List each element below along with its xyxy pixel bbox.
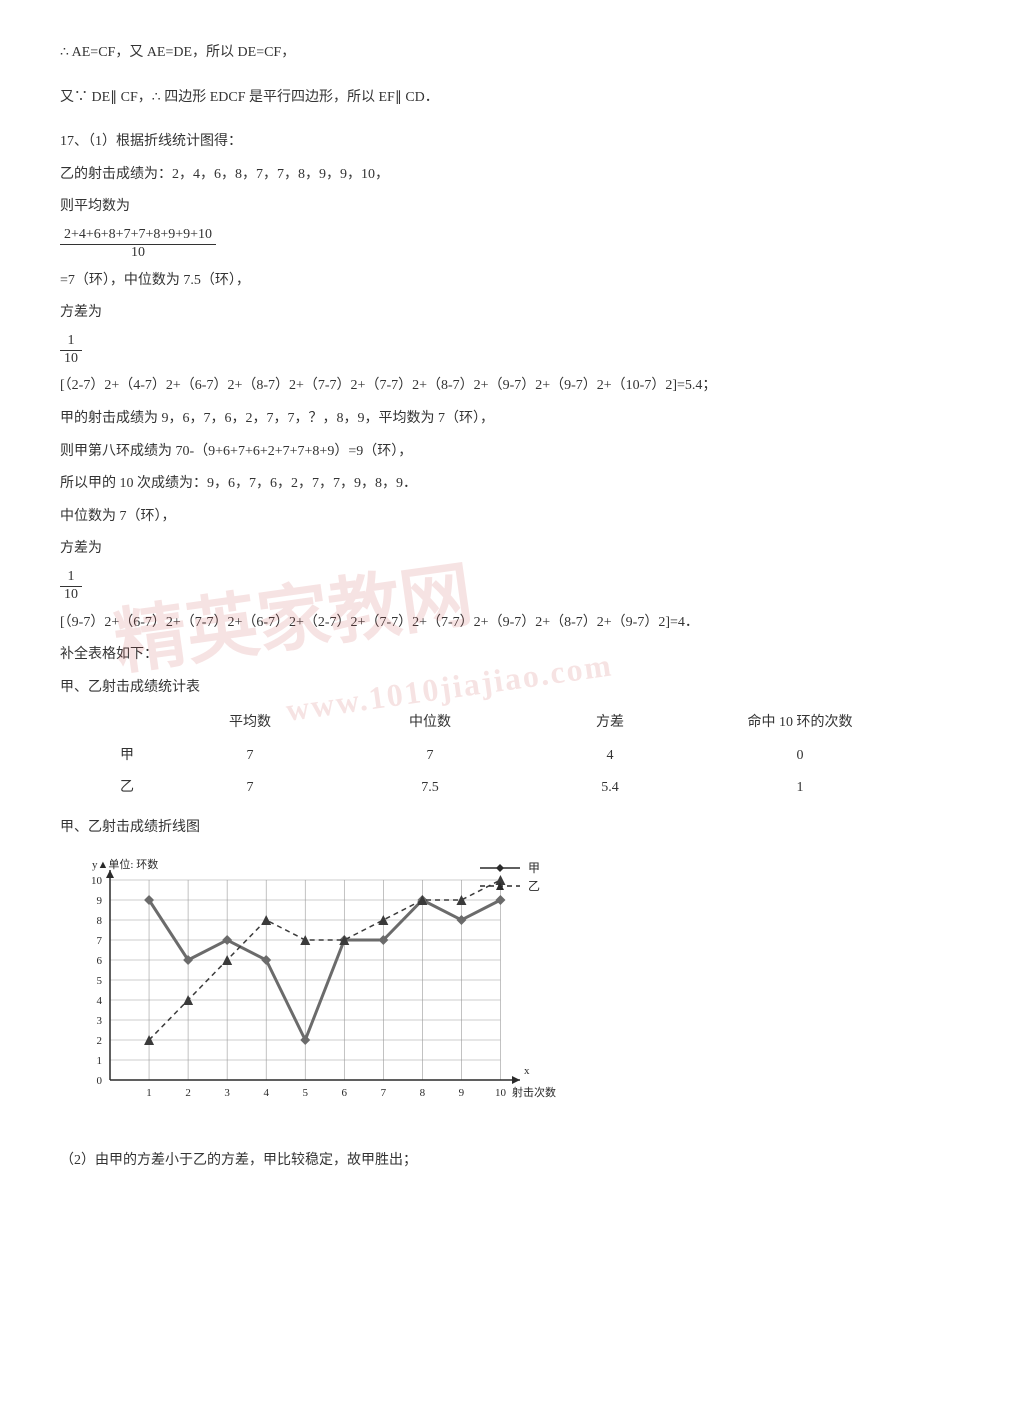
td-jia-name: 甲: [60, 740, 160, 773]
svg-text:乙: 乙: [528, 879, 540, 893]
jia-missing: 则甲第八环成绩为 70-（9+6+7+6+2+7+7+8+9）=9（环），: [60, 439, 964, 466]
variance-calc-1: [（2-7）2+（4-7）2+（6-7）2+（8-7）2+（7-7）2+（7-7…: [60, 373, 964, 400]
proof-line-2: 又∵ DE∥ CF，∴ 四边形 EDCF 是平行四边形，所以 EF∥ CD．: [60, 85, 964, 112]
svg-text:x: x: [524, 1065, 530, 1077]
svg-text:射击次数: 射击次数: [512, 1085, 556, 1099]
svg-text:0: 0: [97, 1075, 103, 1087]
svg-text:6: 6: [97, 955, 103, 967]
variance-label-2: 方差为: [60, 536, 964, 563]
variance-calc-2: [（9-7）2+（6-7）2+（7-7）2+（6-7）2+（2-7）2+（7-7…: [60, 610, 964, 637]
svg-text:10: 10: [91, 875, 103, 887]
proof-line-1: ∴ AE=CF，又 AE=DE，所以 DE=CF，: [60, 40, 964, 67]
svg-text:甲: 甲: [528, 861, 540, 875]
td-yi-tens: 1: [700, 772, 900, 805]
td-jia-median: 7: [340, 740, 520, 773]
jia-full-scores: 所以甲的 10 次成绩为：9，6，7，6，2，7，7，9，8，9．: [60, 471, 964, 498]
variance-frac-1: 1 10: [60, 333, 964, 368]
svg-text:1: 1: [146, 1087, 152, 1099]
svg-text:10: 10: [495, 1087, 507, 1099]
chart-title: 甲、乙射击成绩折线图: [60, 815, 964, 842]
svg-text:5: 5: [302, 1087, 308, 1099]
table-row-yi: 乙 7 7.5 5.4 1: [60, 772, 964, 805]
table-row-jia: 甲 7 7 4 0: [60, 740, 964, 773]
yi-scores: 乙的射击成绩为：2，4，6，8，7，7，8，9，9，10，: [60, 162, 964, 189]
th-variance: 方差: [520, 707, 700, 740]
td-jia-var: 4: [520, 740, 700, 773]
th-median: 中位数: [340, 707, 520, 740]
frac2-den: 10: [60, 351, 82, 368]
svg-text:2: 2: [185, 1087, 191, 1099]
svg-text:8: 8: [420, 1087, 426, 1099]
frac1-num: 2+4+6+8+7+7+8+9+9+10: [60, 227, 216, 245]
svg-text:4: 4: [97, 995, 103, 1007]
avg-fraction: 2+4+6+8+7+7+8+9+9+10 10: [60, 227, 964, 262]
td-yi-avg: 7: [160, 772, 340, 805]
q17-intro: 17、（1）根据折线统计图得：: [60, 129, 964, 156]
td-jia-tens: 0: [700, 740, 900, 773]
avg-label: 则平均数为: [60, 194, 964, 221]
frac1-den: 10: [60, 245, 216, 262]
td-jia-avg: 7: [160, 740, 340, 773]
frac2-num: 1: [60, 333, 82, 351]
jia-scores: 甲的射击成绩为 9，6，7，6，2，7，7，？，8，9，平均数为 7（环），: [60, 406, 964, 433]
td-yi-var: 5.4: [520, 772, 700, 805]
table-title: 甲、乙射击成绩统计表: [60, 675, 964, 702]
svg-text:8: 8: [97, 915, 103, 927]
frac3-num: 1: [60, 569, 82, 587]
variance-frac-2: 1 10: [60, 569, 964, 604]
svg-text:7: 7: [97, 935, 103, 947]
svg-text:7: 7: [381, 1087, 387, 1099]
table-header-row: 平均数 中位数 方差 命中 10 环的次数: [60, 707, 964, 740]
svg-text:5: 5: [97, 975, 103, 987]
svg-text:9: 9: [459, 1087, 465, 1099]
svg-text:9: 9: [97, 895, 103, 907]
svg-text:2: 2: [97, 1035, 103, 1047]
line-chart: 0 1 2 3 4 5 6 7 8 9 10 1 2 3 4 5 6 7 8 9 10 y▲单位: 环数 x 射击次数 甲乙: [60, 850, 600, 1130]
svg-text:3: 3: [224, 1087, 230, 1099]
table-intro: 补全表格如下：: [60, 642, 964, 669]
jia-median: 中位数为 7（环），: [60, 504, 964, 531]
variance-label-1: 方差为: [60, 300, 964, 327]
svg-text:3: 3: [97, 1015, 103, 1027]
td-yi-name: 乙: [60, 772, 160, 805]
th-blank: [60, 707, 160, 740]
part2-conclusion: （2）由甲的方差小于乙的方差，甲比较稳定，故甲胜出；: [60, 1148, 964, 1175]
svg-text:6: 6: [342, 1087, 348, 1099]
stats-table: 平均数 中位数 方差 命中 10 环的次数 甲 7 7 4 0 乙 7 7.5 …: [60, 707, 964, 805]
svg-text:1: 1: [97, 1055, 103, 1067]
td-yi-median: 7.5: [340, 772, 520, 805]
svg-text:4: 4: [263, 1087, 269, 1099]
chart-svg: 0 1 2 3 4 5 6 7 8 9 10 1 2 3 4 5 6 7 8 9 10 y▲单位: 环数 x 射击次数 甲乙: [60, 850, 600, 1130]
th-tens: 命中 10 环的次数: [700, 707, 900, 740]
th-avg: 平均数: [160, 707, 340, 740]
frac3-den: 10: [60, 587, 82, 604]
avg-result: =7（环），中位数为 7.5（环），: [60, 268, 964, 295]
svg-text:y▲单位: 环数: y▲单位: 环数: [92, 857, 158, 871]
